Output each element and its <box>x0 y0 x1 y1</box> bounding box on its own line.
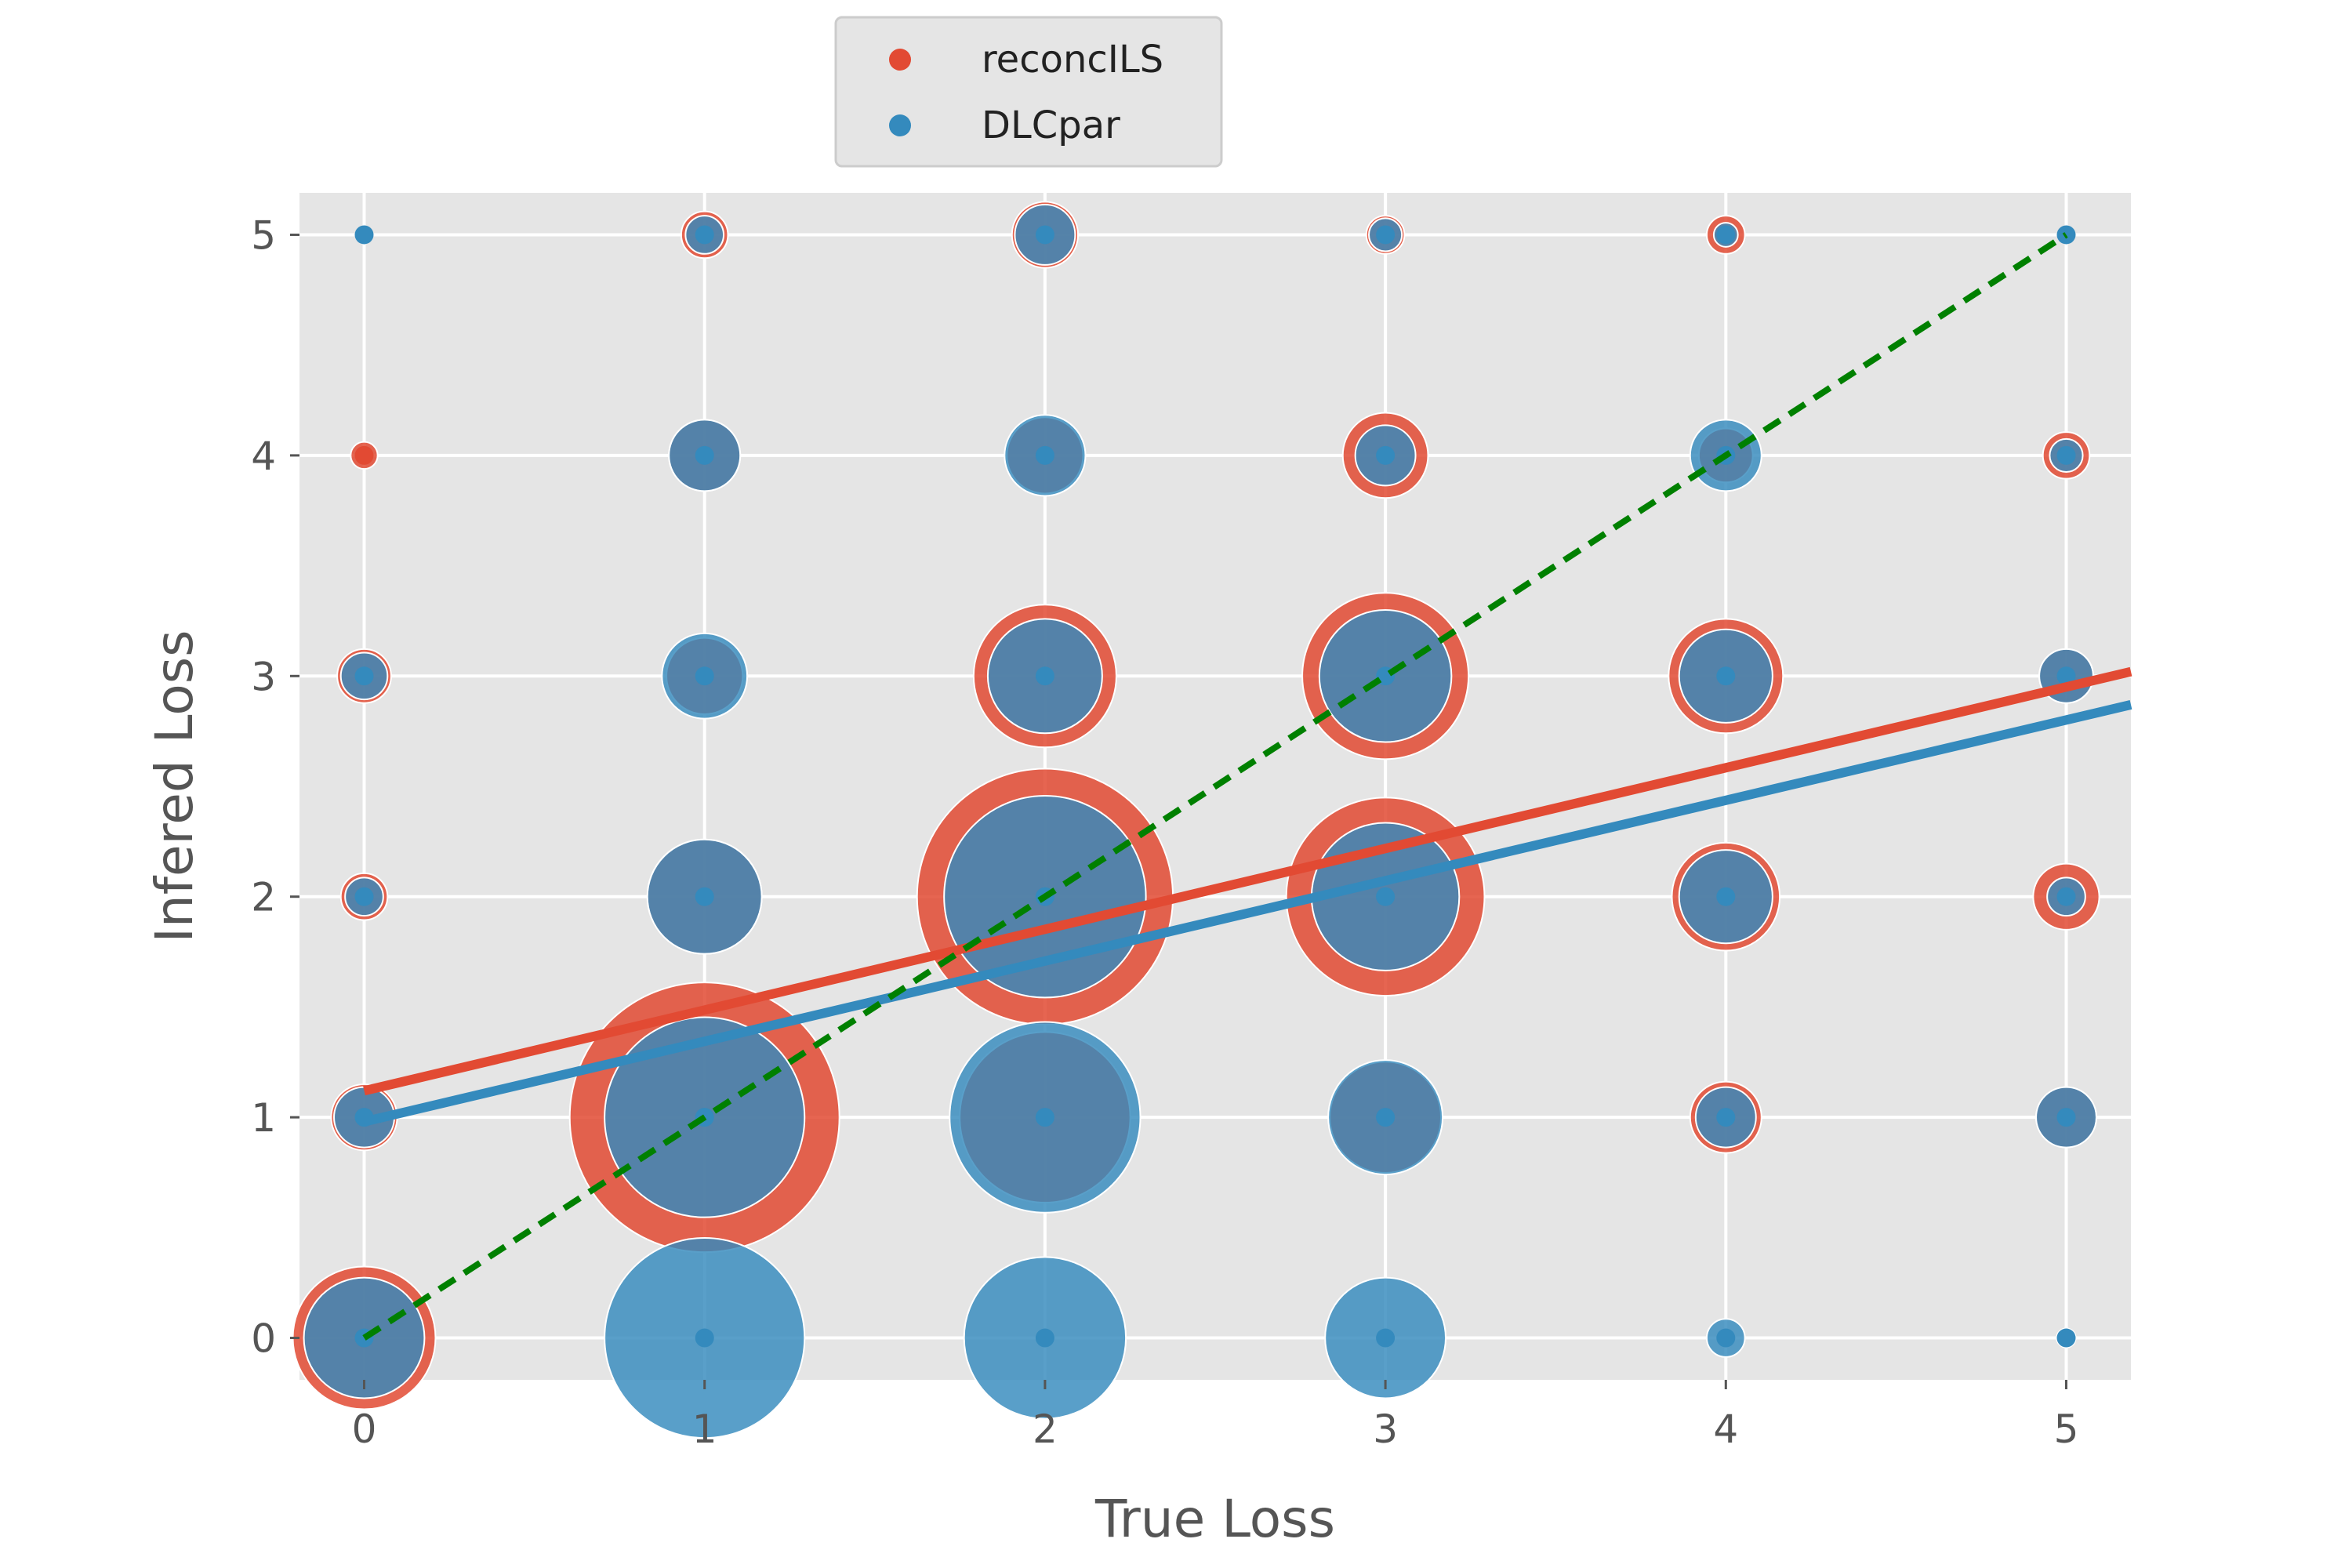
point-marker-dlcpar <box>1035 1328 1054 1348</box>
point-marker-dlcpar <box>1376 445 1396 465</box>
point-marker-reconcils <box>354 445 374 465</box>
y-tick-label: 3 <box>251 654 276 699</box>
point-marker-dlcpar <box>695 225 714 245</box>
point-marker-dlcpar <box>1376 1108 1396 1127</box>
trend-lines <box>362 232 2132 1341</box>
point-marker-dlcpar <box>1716 1108 1736 1127</box>
x-tick-label: 5 <box>2054 1406 2079 1452</box>
point-marker-dlcpar <box>2056 445 2076 465</box>
legend-box <box>834 16 1223 168</box>
y-tick-label: 5 <box>251 212 276 258</box>
point-marker-dlcpar <box>695 445 714 465</box>
point-marker-dlcpar <box>354 887 374 906</box>
legend-label-dlcpar: DLCpar <box>982 103 1120 147</box>
point-marker-dlcpar <box>1716 887 1736 906</box>
point-marker-dlcpar <box>1376 887 1396 906</box>
point-marker-dlcpar <box>2056 1108 2076 1127</box>
x-tick-label: 0 <box>352 1406 377 1452</box>
point-marker-dlcpar <box>2056 1328 2076 1348</box>
y-axis-label: Infered Loss <box>144 630 205 942</box>
legend-marker-dlcpar <box>889 114 911 136</box>
legend-marker-reconcils <box>889 49 911 71</box>
point-marker-dlcpar <box>695 666 714 686</box>
regression-line-dlcpar <box>363 700 2132 1127</box>
y-tick-label: 1 <box>251 1095 276 1141</box>
y-tick-label: 4 <box>251 434 276 479</box>
regression-line-reconcils <box>363 666 2132 1096</box>
legend-label-reconcils: reconcILS <box>982 38 1163 82</box>
y-tick-label: 2 <box>251 875 276 920</box>
x-tick-label: 4 <box>1713 1406 1738 1452</box>
point-marker-dlcpar <box>1376 225 1396 245</box>
series-dlcpar <box>303 204 2097 1439</box>
identity-reference-line <box>362 232 2068 1341</box>
point-marker-dlcpar <box>2056 666 2076 686</box>
point-marker-dlcpar <box>1716 1328 1736 1348</box>
point-marker-dlcpar <box>354 225 374 245</box>
x-tick-label: 1 <box>692 1406 717 1452</box>
point-marker-dlcpar <box>695 887 714 906</box>
x-axis-label: True Loss <box>1094 1489 1335 1549</box>
point-marker-dlcpar <box>1035 666 1054 686</box>
point-marker-dlcpar <box>354 666 374 686</box>
point-marker-dlcpar <box>2056 887 2076 906</box>
x-tick-label: 2 <box>1033 1406 1058 1452</box>
point-marker-dlcpar <box>1716 666 1736 686</box>
y-tick-label: 0 <box>251 1316 276 1362</box>
point-marker-dlcpar <box>1035 445 1054 465</box>
point-marker-dlcpar <box>1035 225 1054 245</box>
point-marker-dlcpar <box>1716 225 1736 245</box>
point-marker-dlcpar <box>695 1328 714 1348</box>
point-marker-dlcpar <box>1376 1328 1396 1348</box>
tick-labels: 0 1 2 3 4 5 0 1 2 3 4 5 <box>251 212 2078 1452</box>
x-tick-label: 3 <box>1373 1406 1398 1452</box>
legend: reconcILS DLCpar <box>834 16 1223 168</box>
point-marker-dlcpar <box>1035 1108 1054 1127</box>
